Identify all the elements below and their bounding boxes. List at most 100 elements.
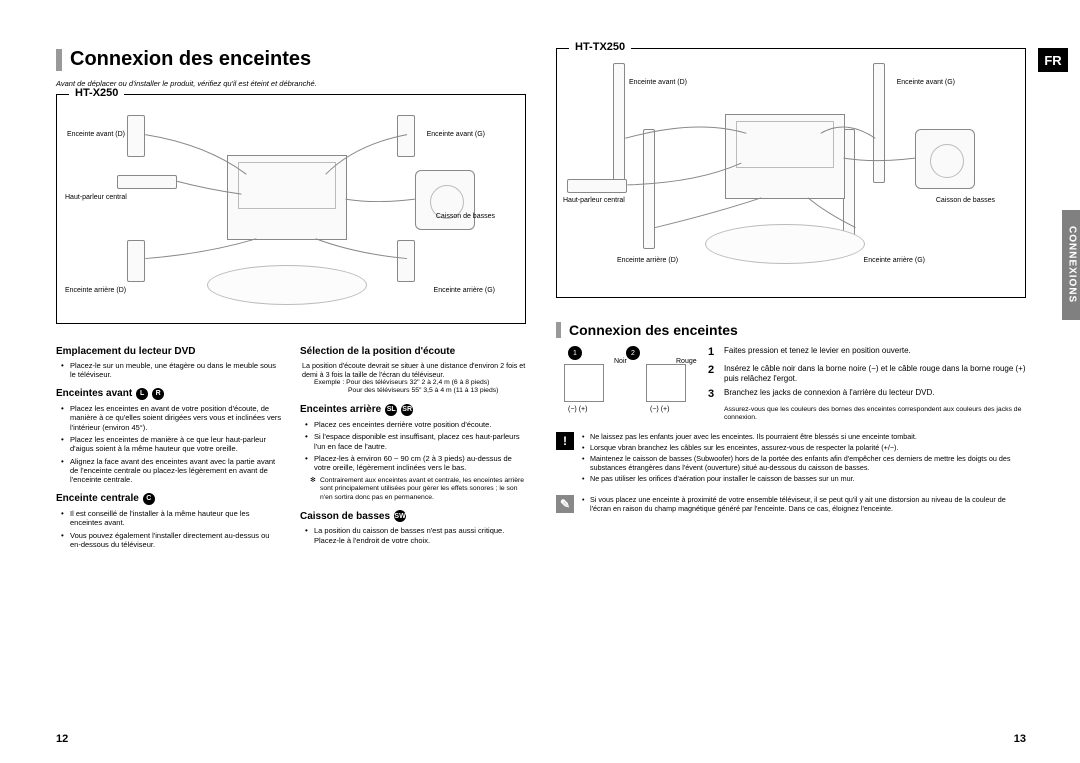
step-badge-1-icon: 1: [568, 346, 582, 360]
page-title: Connexion des enceintes: [70, 48, 311, 71]
dvd-b1: Placez-le sur un meuble, une étagère ou …: [64, 361, 282, 380]
exclamation-icon: !: [556, 432, 574, 450]
heading-center-text: Enceinte centrale: [56, 493, 139, 504]
center-b2: Vous pouvez également l'installer direct…: [64, 531, 282, 550]
tip-block: ✎ Si vous placez une enceinte à proximit…: [556, 495, 1026, 515]
heading-front-text: Enceintes avant: [56, 388, 132, 399]
heading-rear: Enceintes arrière SL SR: [300, 404, 526, 416]
dvd-base-icon: [207, 265, 367, 305]
speaker-rear-l-icon: [397, 240, 415, 282]
speaker-rear-r-icon: [127, 240, 145, 282]
heading-center: Enceinte centrale C: [56, 493, 282, 505]
page-number-right: 13: [1014, 733, 1026, 745]
diagram-httx250: HT-TX250 Enceinte avant (D) Enceinte ava…: [556, 48, 1026, 298]
badge-l-icon: L: [136, 388, 148, 400]
label-mp-r: (−) (+): [650, 406, 669, 413]
badge-sw-icon: SW: [394, 510, 406, 522]
center-b1: Il est conseillé de l'installer à la mêm…: [64, 509, 282, 528]
warn-3: Maintenez le caisson de basses (Subwoofe…: [582, 454, 1026, 472]
step-1-text: Faites pression et tenez le levier en po…: [724, 346, 911, 360]
section-tab: CONNEXIONS: [1062, 210, 1080, 320]
language-badge: FR: [1038, 48, 1068, 72]
tip-1: Si vous placez une enceinte à proximité …: [582, 495, 1026, 513]
warn-4: Ne pas utiliser les orifices d'aération …: [582, 474, 1026, 483]
badge-c-icon: C: [143, 493, 155, 505]
subtitle-conn: Connexion des enceintes: [569, 322, 738, 338]
rear-b3: Placez-les à environ 60 ~ 90 cm (2 à 3 p…: [308, 454, 526, 473]
label-rouge: Rouge: [676, 358, 697, 365]
rear-star: Contrairement aux enceintes avant et cen…: [300, 477, 526, 502]
speaker-front-r-icon: [127, 115, 145, 157]
dvd-unit-icon: [227, 155, 347, 240]
heading-rear-text: Enceintes arrière: [300, 404, 381, 415]
badge-sr-icon: SR: [401, 404, 413, 416]
title-bar-icon: [56, 49, 62, 71]
speaker-front-l-icon: [397, 115, 415, 157]
sub-b1: La position du caisson de basses n'est p…: [308, 526, 526, 545]
label-front-l: Enceinte avant (G): [427, 131, 485, 138]
badge-sl-icon: SL: [385, 404, 397, 416]
label2-rear-r: Enceinte arrière (D): [617, 257, 678, 264]
label2-center: Haut-parleur central: [563, 197, 625, 204]
label-noir: Noir: [614, 358, 627, 365]
label2-sub: Caisson de basses: [936, 197, 995, 204]
step-2-text: Insérez le câble noir dans la borne noir…: [724, 364, 1026, 384]
label2-rear-l: Enceinte arrière (G): [864, 257, 925, 264]
rear-b1: Placez ces enceintes derrière votre posi…: [308, 420, 526, 429]
step-3-text: Branchez les jacks de connexion à l'arri…: [724, 388, 935, 402]
diagram-label-2: HT-TX250: [569, 41, 631, 53]
subtitle-bar-icon: [556, 322, 561, 338]
listen-ex1: Exemple : Pour des téléviseurs 32" 2 à 2…: [300, 379, 526, 387]
label-front-r: Enceinte avant (D): [67, 131, 125, 138]
steps: 1 Faites pression et tenez le levier en p…: [708, 346, 1026, 422]
badge-r-icon: R: [152, 388, 164, 400]
heading-front: Enceintes avant L R: [56, 388, 282, 400]
page-number-left: 12: [56, 733, 68, 745]
terminal-left-icon: [564, 364, 604, 402]
warn-1: Ne laissez pas les enfants jouer avec le…: [582, 432, 1026, 441]
step-3-num: 3: [708, 388, 718, 402]
warning-text: Avant de déplacer ou d'installer le prod…: [56, 79, 526, 88]
page-right: HT-TX250 Enceinte avant (D) Enceinte ava…: [556, 48, 1026, 715]
label2-front-r: Enceinte avant (D): [629, 79, 687, 86]
label-rear-r: Enceinte arrière (D): [65, 287, 126, 294]
label-sub: Caisson de basses: [436, 213, 495, 220]
diagram-label: HT-X250: [69, 87, 124, 99]
dvd-unit-2-icon: [725, 114, 845, 199]
speaker-center-icon: [117, 175, 177, 189]
front-b2: Placez les enceintes de manière à ce que…: [64, 435, 282, 454]
terminal-right-icon: [646, 364, 686, 402]
title-row: Connexion des enceintes: [56, 48, 526, 71]
speaker-tall-fl-icon: [873, 63, 885, 183]
rear-b2: Si l'espace disponible est insuffisant, …: [308, 432, 526, 451]
subtitle-row: Connexion des enceintes: [556, 322, 1026, 338]
speaker-tall-rr-icon: [643, 129, 655, 249]
subwoofer-2-icon: [915, 129, 975, 189]
heading-listen: Sélection de la position d'écoute: [300, 346, 526, 357]
speaker-center-2-icon: [567, 179, 627, 193]
label-mp-l: (−) (+): [568, 406, 587, 413]
step-badge-2-icon: 2: [626, 346, 640, 360]
heading-sub: Caisson de basses SW: [300, 510, 526, 522]
label-center: Haut-parleur central: [65, 194, 127, 201]
warn-2: Lorsque vbran branchez les câbles sur le…: [582, 443, 1026, 452]
dvd-base-2-icon: [705, 224, 865, 264]
step-2-num: 2: [708, 364, 718, 384]
pencil-icon: ✎: [556, 495, 574, 513]
listen-ex2: Pour des téléviseurs 55" 3,5 à 4 m (11 à…: [300, 387, 526, 395]
connection-row: 1 2 Noir Rouge (−) (+) (−) (+) 1 Faites p…: [556, 346, 1026, 422]
front-b1: Placez les enceintes en avant de votre p…: [64, 404, 282, 432]
speaker-tall-fr-icon: [613, 63, 625, 183]
heading-sub-text: Caisson de basses: [300, 511, 390, 522]
warning-block: ! Ne laissez pas les enfants jouer avec …: [556, 432, 1026, 485]
heading-dvd: Emplacement du lecteur DVD: [56, 346, 282, 357]
front-b3: Alignez la face avant des enceintes avan…: [64, 457, 282, 485]
text-columns: Emplacement du lecteur DVD Placez-le sur…: [56, 338, 526, 552]
diagram-htx250: HT-X250 Enceinte avant (D) Enceinte avan…: [56, 94, 526, 324]
subwoofer-icon: [415, 170, 475, 230]
step-1-num: 1: [708, 346, 718, 360]
connection-figure: 1 2 Noir Rouge (−) (+) (−) (+): [556, 346, 696, 416]
step-3-sub: Assurez-vous que les couleurs des bornes…: [724, 406, 1026, 422]
label-rear-l: Enceinte arrière (G): [434, 287, 495, 294]
page-left: Connexion des enceintes Avant de déplace…: [56, 48, 526, 715]
